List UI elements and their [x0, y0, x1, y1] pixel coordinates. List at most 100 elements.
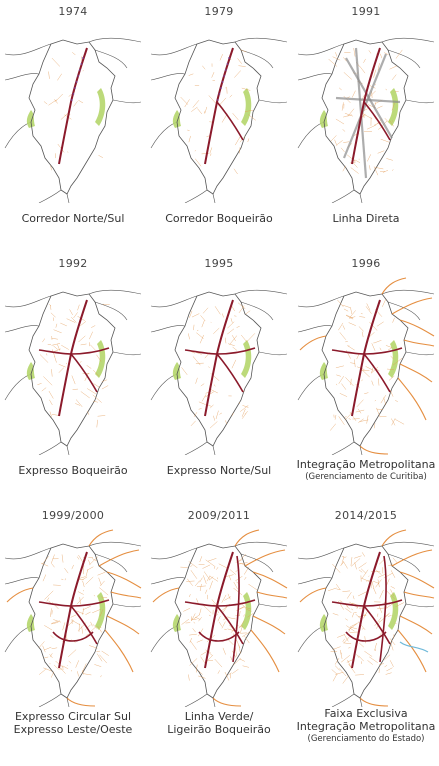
regional-border-line: [151, 296, 197, 307]
park-area: [241, 88, 251, 126]
panel-caption: Integração Metropolitana(Gerenciamento d…: [293, 458, 439, 484]
feeder-line: [351, 557, 352, 566]
feeder-line: [63, 622, 65, 630]
feeder-line: [218, 616, 221, 621]
feeder-line: [67, 319, 76, 323]
feeder-line: [243, 666, 249, 668]
feeder-line: [78, 592, 84, 595]
feeder-line: [388, 615, 392, 616]
feeder-line: [380, 348, 381, 351]
station-dot: [228, 57, 230, 59]
caption-line: Expresso Norte/Sul: [146, 464, 292, 477]
regional-border-line: [259, 352, 287, 355]
feeder-line: [380, 590, 384, 599]
station-dot: [76, 81, 78, 83]
feeder-line: [361, 569, 366, 574]
feeder-line: [202, 66, 205, 70]
feeder-line: [222, 621, 226, 628]
feeder-line: [49, 71, 50, 78]
panel-year: 1995: [146, 257, 292, 270]
feeder-line: [355, 562, 357, 569]
feeder-line: [248, 138, 249, 142]
feeder-line: [238, 58, 242, 63]
feeder-line: [392, 75, 396, 80]
regional-border-line: [113, 352, 141, 355]
network-map: [3, 18, 143, 203]
regional-border-line: [235, 542, 287, 546]
regional-border-line: [151, 548, 197, 559]
regional-border-line: [113, 604, 141, 607]
feeder-line: [83, 606, 91, 610]
trunk-corridor-ns: [59, 552, 87, 668]
feeder-line: [377, 106, 382, 109]
regional-border-line: [259, 100, 287, 103]
feeder-line: [376, 570, 381, 574]
feeder-line: [368, 576, 369, 577]
feeder-line: [62, 554, 63, 562]
feeder-line: [338, 601, 344, 610]
feeder-line: [244, 577, 246, 580]
feeder-line: [345, 608, 351, 612]
feeder-line: [191, 421, 196, 426]
feeder-line: [372, 343, 375, 351]
feeder-line: [373, 588, 376, 594]
feeder-line: [333, 57, 341, 60]
panel-year: 1991: [293, 5, 439, 18]
feeder-line: [220, 54, 223, 60]
feeder-line: [228, 344, 235, 346]
feeder-line: [47, 353, 48, 355]
feeder-line: [86, 577, 94, 584]
trunk-corridor-ns: [205, 300, 233, 416]
feeder-line: [351, 308, 352, 314]
feeder-line: [362, 552, 365, 556]
feeder-line: [386, 158, 393, 160]
feeder-line: [44, 647, 51, 650]
feeder-line: [343, 676, 349, 684]
regional-border-line: [360, 194, 362, 203]
panel-year: 2014/2015: [293, 509, 439, 522]
feeder-line: [188, 333, 189, 339]
metropolitan-line: [300, 336, 326, 350]
feeder-line: [199, 402, 206, 405]
feeder-line: [72, 376, 75, 385]
feeder-line: [203, 575, 206, 583]
regional-border-line: [298, 326, 332, 332]
feeder-line: [39, 669, 46, 675]
network-map: [3, 522, 143, 707]
network-map: [296, 270, 436, 455]
feeder-line: [347, 345, 354, 350]
feeder-line: [187, 579, 192, 586]
feeder-line: [84, 674, 92, 675]
feeder-line: [342, 102, 343, 110]
feeder-line: [367, 415, 369, 423]
feeder-line: [193, 100, 199, 107]
feeder-line: [70, 309, 73, 314]
feeder-line: [52, 648, 58, 649]
feeder-line: [210, 581, 213, 590]
feeder-line: [352, 613, 354, 618]
feeder-line: [194, 622, 195, 623]
regional-border-line: [298, 374, 324, 400]
feeder-line: [76, 399, 82, 406]
regional-border-line: [39, 442, 61, 455]
feeder-line: [200, 584, 201, 591]
feeder-line: [189, 634, 197, 635]
feeder-line: [351, 609, 353, 610]
feeder-line: [189, 136, 191, 142]
feeder-line: [79, 577, 85, 579]
feeder-line: [78, 100, 83, 103]
feeder-line: [337, 634, 345, 637]
feeder-line: [236, 570, 238, 572]
feeder-line: [343, 129, 346, 131]
feeder-line: [99, 578, 102, 585]
feeder-line: [362, 370, 370, 377]
station-dot: [77, 75, 79, 77]
feeder-line: [218, 670, 220, 673]
metropolitan-line: [400, 364, 432, 382]
trunk-corridor-circ: [346, 632, 386, 641]
feeder-line: [366, 366, 373, 370]
regional-border-line: [5, 626, 31, 652]
station-dot: [79, 69, 81, 71]
feeder-line: [103, 304, 110, 305]
